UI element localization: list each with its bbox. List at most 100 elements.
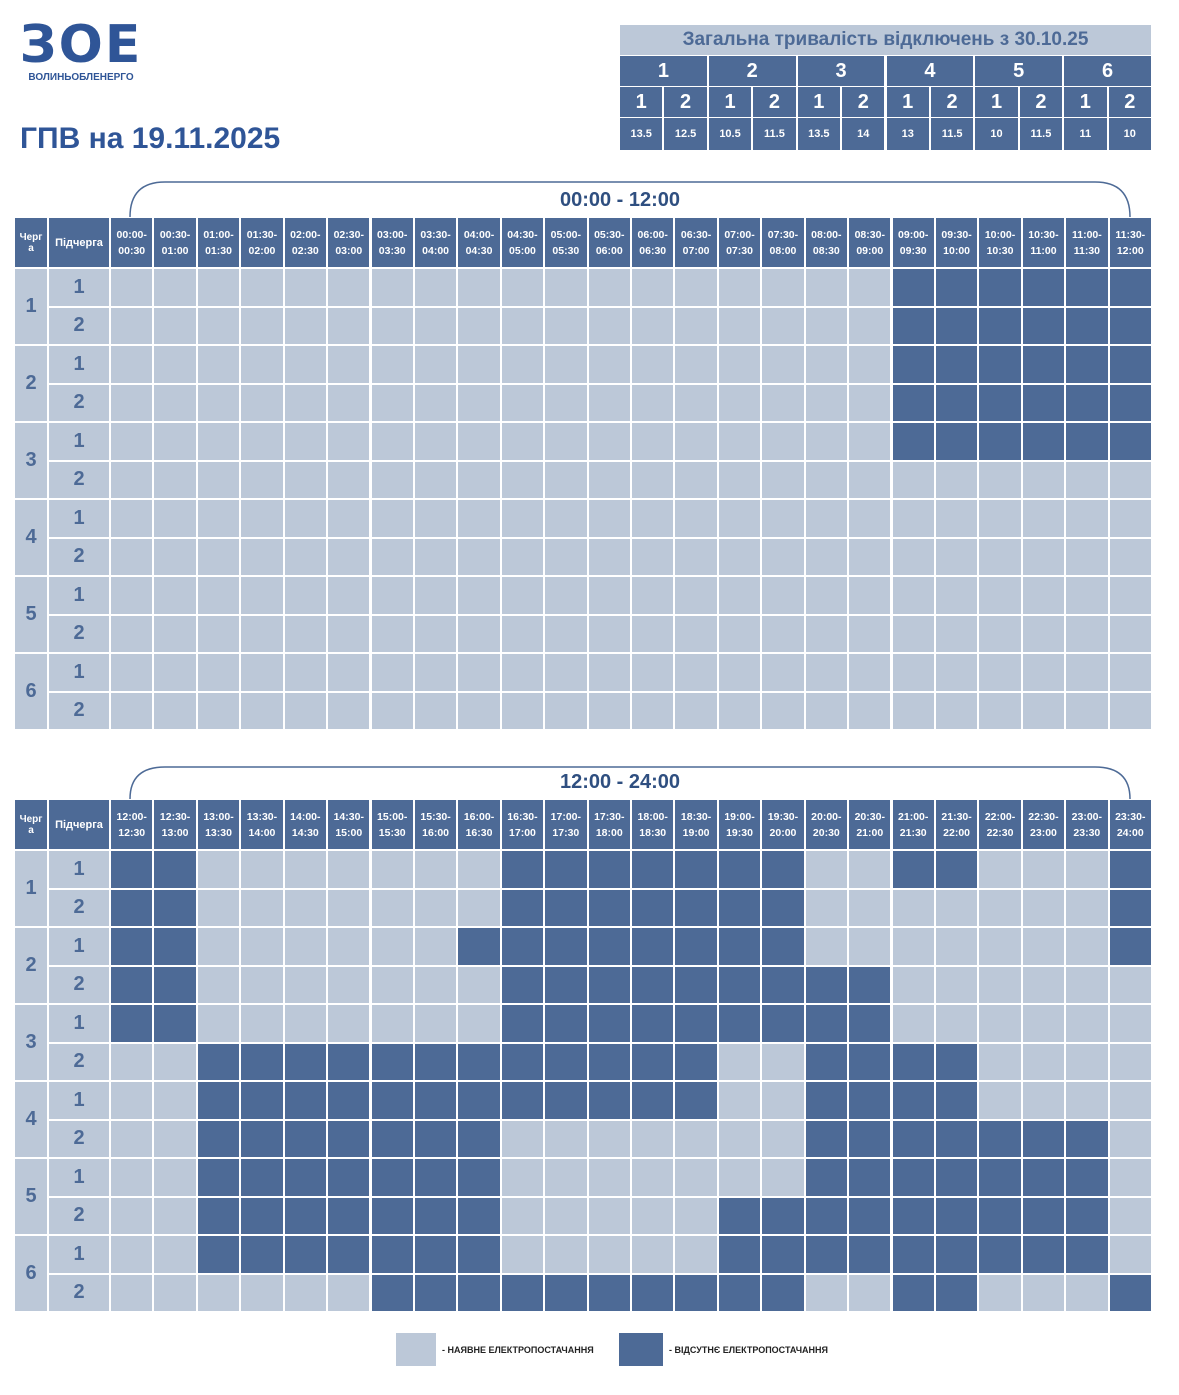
slot-cell: [935, 1274, 978, 1311]
slot-cell: [632, 1274, 674, 1311]
slot-cell: [588, 346, 630, 383]
slot-header: 23:30-24:00: [1109, 800, 1151, 849]
slot-cell: [675, 423, 717, 460]
slot-cell: [935, 1159, 978, 1196]
slot-cell: [328, 1005, 370, 1042]
slot-cell: [1022, 889, 1065, 926]
slot-cell: [675, 654, 717, 691]
slot-cell: [414, 1274, 457, 1311]
slot-cell: [675, 1274, 717, 1311]
slot-cell: [458, 928, 500, 965]
slot-cell: [1066, 615, 1108, 652]
slot-cell: [892, 500, 934, 537]
slot-cell: [979, 615, 1021, 652]
slot-cell: [154, 1159, 196, 1196]
slot-cell: [458, 1274, 500, 1311]
slot-cell: [892, 1197, 934, 1234]
slot-cell: [154, 692, 196, 729]
slot-cell: [111, 577, 153, 614]
slot-cell: [414, 654, 457, 691]
slot-cell: [197, 966, 240, 1003]
slot-header: 01:30-02:00: [241, 218, 283, 267]
slot-cell: [1022, 1005, 1065, 1042]
slot-cell: [328, 1120, 370, 1157]
slot-cell: [588, 654, 630, 691]
slot-cell: [849, 346, 891, 383]
slot-cell: [328, 461, 370, 498]
slot-cell: [805, 966, 848, 1003]
slot-cell: [197, 500, 240, 537]
slot-cell: [979, 654, 1021, 691]
summary-subgroup: 1: [975, 87, 1018, 117]
slot-cell: [1022, 423, 1065, 460]
slot-cell: [675, 966, 717, 1003]
slot-header: 18:30-19:00: [675, 800, 717, 849]
slot-cell: [414, 1197, 457, 1234]
slot-cell: [1109, 851, 1151, 888]
slot-cell: [458, 1005, 500, 1042]
slot-cell: [111, 1236, 153, 1273]
slot-cell: [545, 1005, 587, 1042]
slot-cell: [805, 577, 848, 614]
slot-cell: [979, 1197, 1021, 1234]
slot-cell: [588, 966, 630, 1003]
summary-hours: 10: [975, 118, 1018, 150]
slot-cell: [1022, 538, 1065, 575]
slot-cell: [1022, 307, 1065, 344]
slot-cell: [111, 1005, 153, 1042]
slot-cell: [501, 1082, 544, 1119]
subqueue-label: 1: [49, 851, 109, 888]
slot-cell: [501, 654, 544, 691]
slot-cell: [197, 577, 240, 614]
legend-label: - ВІДСУТНЄ ЕЛЕКТРОПОСТАЧАННЯ: [669, 1344, 828, 1355]
slot-cell: [762, 538, 804, 575]
slot-cell: [805, 1043, 848, 1080]
slot-cell: [501, 1274, 544, 1311]
slot-cell: [588, 1197, 630, 1234]
slot-cell: [762, 1197, 804, 1234]
slot-cell: [892, 851, 934, 888]
summary-group: 4: [886, 56, 974, 86]
slot-cell: [545, 269, 587, 306]
slot-cell: [849, 692, 891, 729]
slot-cell: [1022, 851, 1065, 888]
slot-cell: [501, 384, 544, 421]
slot-cell: [632, 500, 674, 537]
slot-cell: [849, 269, 891, 306]
slot-header: 02:00-02:30: [284, 218, 327, 267]
logo-name: ВОЛИНЬОБЛЕНЕРГО: [28, 71, 134, 83]
subqueue-label: 2: [49, 384, 109, 421]
slot-cell: [979, 538, 1021, 575]
summary-group: 3: [797, 56, 885, 86]
summary-hours: 14: [842, 118, 885, 150]
slot-cell: [458, 692, 500, 729]
summary-hours: 13: [886, 118, 929, 150]
slot-cell: [284, 654, 327, 691]
slot-cell: [414, 500, 457, 537]
slot-cell: [1022, 615, 1065, 652]
slot-cell: [241, 1043, 283, 1080]
slot-cell: [675, 928, 717, 965]
slot-cell: [241, 500, 283, 537]
slot-header: 05:30-06:00: [588, 218, 630, 267]
subqueue-label: 1: [49, 654, 109, 691]
slot-cell: [111, 1159, 153, 1196]
slot-cell: [1022, 500, 1065, 537]
summary-hours: 11.5: [753, 118, 796, 150]
slot-cell: [1109, 1236, 1151, 1273]
slot-cell: [197, 269, 240, 306]
slot-cell: [762, 346, 804, 383]
summary-hours: 12.5: [664, 118, 707, 150]
slot-cell: [197, 461, 240, 498]
slot-cell: [1109, 1120, 1151, 1157]
slot-cell: [1109, 500, 1151, 537]
slot-cell: [284, 1120, 327, 1157]
subqueue-label: 1: [49, 500, 109, 537]
slot-cell: [892, 577, 934, 614]
slot-cell: [458, 577, 500, 614]
slot-cell: [718, 384, 761, 421]
slot-cell: [632, 1005, 674, 1042]
slot-cell: [284, 538, 327, 575]
slot-cell: [111, 423, 153, 460]
slot-cell: [718, 1082, 761, 1119]
